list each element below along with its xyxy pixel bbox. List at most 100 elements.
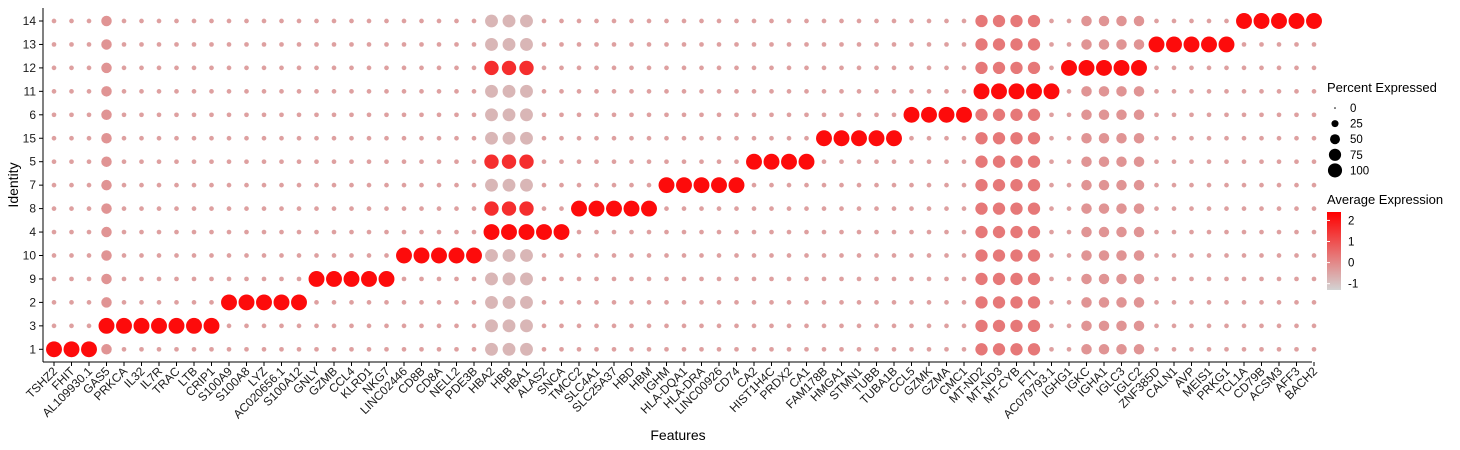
dot-14-ACSM3 bbox=[1271, 13, 1287, 29]
dot-1-CRIP1 bbox=[209, 346, 214, 352]
dot-6-HBA2 bbox=[485, 108, 498, 122]
dot-12-FTL bbox=[1027, 61, 1041, 75]
dot-11-IGHA1 bbox=[1098, 86, 1110, 97]
dot-6-MT-ND2 bbox=[975, 108, 988, 121]
dot-7-PRKCA bbox=[121, 182, 127, 188]
dot-15-HIST1H4C bbox=[769, 135, 774, 141]
dot-7-HIST1H4C bbox=[769, 182, 774, 188]
dot-2-IGHM bbox=[664, 300, 669, 305]
dot-3-SLC4A1 bbox=[594, 323, 599, 329]
dot-9-AC020656.1 bbox=[279, 276, 284, 282]
dot-1-AC020656.1 bbox=[279, 346, 284, 352]
dot-12-IGHA1 bbox=[1096, 59, 1112, 76]
dot-12-TCL1A bbox=[1241, 65, 1247, 71]
dot-2-FAM178B bbox=[821, 300, 827, 305]
dot-12-S100A12 bbox=[296, 65, 302, 71]
dot-15-CA2 bbox=[751, 135, 757, 141]
dot-7-IGHA1 bbox=[1098, 179, 1110, 191]
dot-1-MEIS1 bbox=[1206, 346, 1212, 352]
dot-5-CD8B bbox=[419, 159, 424, 165]
dot-13-IGLC2 bbox=[1133, 39, 1145, 50]
dot-13-PRDX2 bbox=[786, 42, 792, 47]
dot-11-HLA-DRA bbox=[699, 89, 704, 94]
dot-3-HBA1 bbox=[520, 319, 533, 333]
dot-7-NELL2 bbox=[454, 182, 459, 188]
dot-5-AC020656.1 bbox=[279, 159, 284, 165]
dot-11-SLC25A37 bbox=[611, 89, 617, 94]
dot-15-MT-ND3 bbox=[992, 132, 1006, 145]
dot-3-PDE3B bbox=[471, 323, 477, 329]
dot-6-BACH2 bbox=[1311, 112, 1317, 118]
dot-12-IGHG1 bbox=[1061, 59, 1077, 76]
dot-5-PRDX2 bbox=[781, 153, 797, 170]
dot-14-FHIT bbox=[69, 18, 74, 24]
dot-1-FAM178B bbox=[821, 346, 827, 352]
dot-8-IGLC3 bbox=[1116, 203, 1127, 214]
dot-4-HBM bbox=[646, 229, 652, 235]
dot-5-GZMA bbox=[944, 159, 949, 165]
dot-5-HMGA1 bbox=[839, 159, 844, 165]
dot-13-GZMA bbox=[944, 42, 949, 47]
dot-9-MEIS1 bbox=[1206, 276, 1212, 282]
legend-color-label: -1 bbox=[1348, 279, 1358, 291]
dot-7-IGLC2 bbox=[1133, 179, 1145, 191]
dot-1-HBA2 bbox=[485, 342, 498, 356]
dot-7-TUBA1B bbox=[891, 182, 897, 188]
dot-9-IL7R bbox=[156, 276, 162, 282]
dot-4-SLC4A1 bbox=[594, 229, 599, 235]
legend-size-dot bbox=[1334, 107, 1336, 109]
dot-14-CALN1 bbox=[1171, 18, 1177, 24]
dot-7-TSHZ2 bbox=[51, 182, 57, 188]
dot-14-CMC1 bbox=[961, 18, 967, 24]
dot-13-HLA-DQA1 bbox=[681, 42, 687, 47]
dot-8-MT-CYB bbox=[1010, 202, 1023, 215]
dot-13-AC020656.1 bbox=[279, 42, 284, 47]
dot-13-CMC1 bbox=[961, 42, 967, 47]
dot-1-CALN1 bbox=[1171, 346, 1177, 352]
dot-1-S100A8 bbox=[244, 346, 249, 352]
dot-7-LINC02446 bbox=[401, 182, 407, 188]
dot-5-HBB bbox=[501, 154, 517, 169]
dot-1-MT-CYB bbox=[1010, 343, 1023, 356]
dot-9-HLA-DQA1 bbox=[681, 276, 687, 282]
dot-1-CA2 bbox=[751, 346, 757, 352]
dot-12-TSHZ2 bbox=[51, 65, 57, 71]
dot-1-CCL4 bbox=[349, 346, 354, 352]
dot-5-PDE3B bbox=[471, 159, 477, 165]
dot-7-CA2 bbox=[751, 182, 757, 188]
dot-11-CALN1 bbox=[1171, 89, 1177, 94]
dot-2-AC020656.1 bbox=[273, 294, 290, 311]
dot-15-BACH2 bbox=[1311, 135, 1317, 141]
dot-4-AC020656.1 bbox=[279, 229, 284, 235]
dot-13-PRKG1 bbox=[1218, 36, 1235, 53]
dot-11-IGLC2 bbox=[1133, 86, 1145, 97]
dot-2-CD74 bbox=[734, 300, 739, 305]
legend-size-label: 25 bbox=[1350, 119, 1363, 131]
dot-5-AL109930.1 bbox=[86, 159, 92, 165]
dot-6-S100A9 bbox=[226, 112, 232, 118]
dot-3-BACH2 bbox=[1311, 323, 1317, 329]
dot-5-IGHM bbox=[664, 159, 669, 165]
dot-12-CD8B bbox=[419, 65, 424, 71]
dot-4-AC079793.1 bbox=[1049, 229, 1054, 235]
dot-7-BACH2 bbox=[1311, 182, 1317, 188]
dot-2-CA2 bbox=[751, 300, 757, 305]
dot-6-CCL5 bbox=[903, 106, 920, 123]
dot-15-CD8A bbox=[436, 135, 442, 141]
dot-3-GZMK bbox=[926, 323, 932, 329]
dot-10-AC079793.1 bbox=[1049, 253, 1054, 258]
dot-6-IGHG1 bbox=[1066, 112, 1072, 118]
dot-7-ZNF385D bbox=[1154, 182, 1159, 188]
dot-4-S100A12 bbox=[296, 229, 302, 235]
dot-4-HIST1H4C bbox=[769, 229, 774, 235]
dot-5-LINC00926 bbox=[716, 159, 722, 165]
dot-7-CALN1 bbox=[1171, 182, 1177, 188]
dot-13-SNCA bbox=[559, 42, 564, 47]
dot-10-IGLC3 bbox=[1116, 250, 1127, 261]
dot-13-CCL4 bbox=[349, 42, 354, 47]
dot-13-TUBA1B bbox=[891, 42, 897, 47]
dot-11-AL109930.1 bbox=[86, 89, 92, 94]
dot-1-CD79B bbox=[1259, 346, 1264, 352]
dot-6-PDE3B bbox=[471, 112, 477, 118]
dot-4-IL32 bbox=[139, 229, 144, 235]
